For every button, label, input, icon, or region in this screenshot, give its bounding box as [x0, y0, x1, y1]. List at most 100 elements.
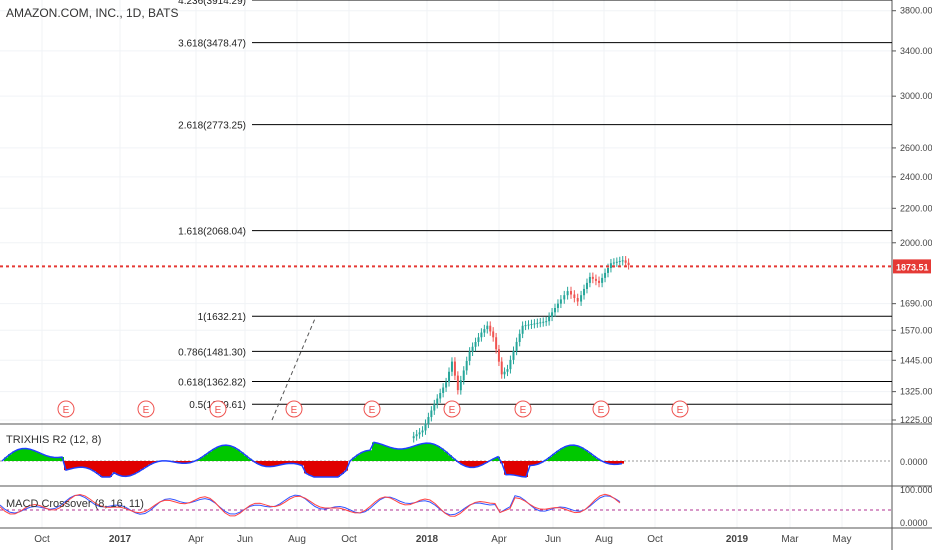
y-tick-label: 1225.00 [900, 415, 932, 425]
trix-bar [424, 443, 428, 461]
x-tick-label: Mar [781, 534, 799, 545]
earnings-marker-label: E [143, 405, 150, 416]
trix-bar [216, 447, 220, 461]
trix-bar [100, 461, 104, 477]
trix-bar [428, 443, 432, 461]
trix-bar [28, 449, 32, 461]
earnings-marker-label: E [449, 405, 456, 416]
candle-body [457, 376, 459, 391]
trix-bar [124, 461, 128, 476]
x-tick-label: Oct [647, 534, 663, 545]
candle-body [598, 281, 600, 283]
x-tick-label: Apr [188, 534, 204, 545]
candle-body [542, 322, 544, 323]
earnings-marker-label: E [369, 405, 376, 416]
trix-bar [380, 444, 384, 461]
candle-body [492, 331, 494, 337]
x-tick-label: May [833, 534, 852, 545]
candle-body [477, 337, 479, 342]
trix-bar [580, 448, 584, 461]
fib-level-label: 4.236(3914.29) [178, 0, 246, 7]
candle-body [466, 361, 468, 370]
earnings-marker-label: E [598, 405, 605, 416]
trix-bar [212, 449, 216, 461]
candle-body [460, 380, 462, 390]
trix-bar [316, 461, 320, 477]
candle-body [604, 273, 606, 278]
fib-level-label: 0.618(1362.82) [178, 377, 246, 388]
candle-body [592, 277, 594, 279]
fib-level-label: 1(1632.21) [198, 312, 246, 323]
earnings-marker-label: E [520, 405, 527, 416]
candle-body [489, 326, 491, 332]
candle-body [557, 304, 559, 308]
candle-body [625, 260, 627, 262]
trix-bar [308, 461, 312, 475]
trix-bar [404, 448, 408, 461]
trix-bar [16, 450, 20, 461]
candle-body [513, 351, 515, 360]
candle-body [501, 362, 503, 375]
candle-body [433, 404, 435, 410]
candle-body [622, 260, 624, 261]
fib-level-label: 3.618(3478.47) [178, 39, 246, 50]
candle-body [610, 263, 612, 268]
trix-bar [120, 461, 124, 476]
candle-body [595, 279, 597, 281]
candle-body [539, 322, 541, 323]
fib-level-label: 2.618(2773.25) [178, 121, 246, 132]
y-tick-label: 1570.00 [900, 325, 932, 335]
candle-body [570, 291, 572, 294]
y-tick-label: 2200.00 [900, 203, 932, 213]
candle-body [586, 283, 588, 289]
trix-bar [576, 446, 580, 461]
earnings-marker-label: E [63, 405, 70, 416]
trix-bar [68, 461, 72, 469]
trix-bar [336, 461, 340, 477]
candle-body [422, 431, 424, 433]
x-tick-label: Aug [288, 534, 306, 545]
trix-bar [412, 446, 416, 461]
candle-body [498, 349, 500, 361]
candle-body [528, 325, 530, 326]
trix-bar [104, 461, 108, 477]
y-tick-label: 3400.00 [900, 46, 932, 56]
candle-body [573, 295, 575, 299]
x-tick-label: Aug [595, 534, 613, 545]
x-tick-label: Jun [545, 534, 561, 545]
trix-bar [376, 443, 380, 461]
trix-bar [568, 445, 572, 461]
last-price-label: 1873.51 [896, 262, 929, 272]
y-tick-label: 2000.00 [900, 238, 932, 248]
y-tick-label: 3000.00 [900, 91, 932, 101]
trix-bar [436, 446, 440, 461]
fib-level-label: 0.786(1481.30) [178, 347, 246, 358]
candle-body [506, 369, 508, 372]
trix-bar [520, 461, 524, 477]
trix-bar [116, 461, 120, 475]
candle-body [560, 299, 562, 303]
candle-body [530, 324, 532, 325]
macd-pane-title: MACD Crossover (8, 16, 11) [6, 498, 144, 510]
candle-body [551, 312, 553, 316]
candle-body [616, 262, 618, 263]
candle-body [480, 333, 482, 338]
candle-body [563, 295, 565, 299]
trix-bar [508, 461, 512, 475]
candle-body [469, 352, 471, 361]
trix-y-tick-label: 0.0000 [900, 457, 928, 467]
candle-body [442, 387, 444, 393]
trix-bar [512, 461, 516, 475]
trix-bar [324, 461, 328, 477]
trix-bar [84, 461, 88, 468]
trix-bar [332, 461, 336, 477]
x-tick-label: Oct [34, 534, 50, 545]
x-tick-label: Oct [341, 534, 357, 545]
candle-body [475, 342, 477, 347]
candle-body [413, 436, 415, 438]
trix-bar [328, 461, 332, 477]
trix-bar [32, 451, 36, 461]
trix-bar [132, 461, 136, 474]
trix-bar [232, 447, 236, 461]
